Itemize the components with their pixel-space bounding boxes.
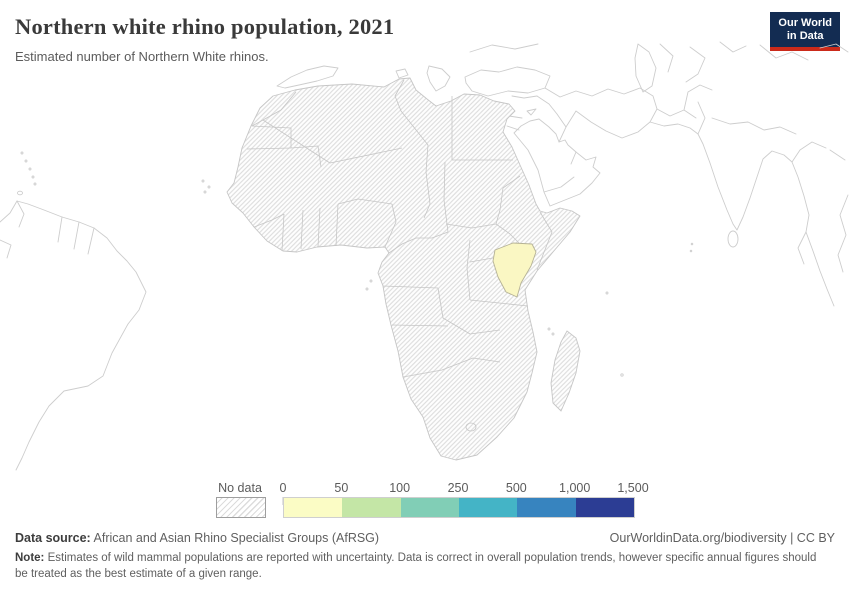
greece-outline xyxy=(426,65,451,92)
iberia-outline xyxy=(276,65,339,89)
map-legend: No data 0 50 100 250 500 1,000 1,500 xyxy=(0,472,850,522)
ocean-islands xyxy=(201,179,694,377)
legend-color-segment[interactable] xyxy=(342,498,401,517)
sri-lanka-outline xyxy=(727,230,739,248)
iraq-outline xyxy=(536,95,567,143)
south-america-coast xyxy=(0,200,147,471)
cyprus-outline xyxy=(526,108,537,116)
legend-tick-label: 50 xyxy=(334,481,349,495)
owid-logo[interactable]: Our World in Data xyxy=(770,12,840,51)
iran-outline xyxy=(544,87,658,139)
arabia-borders xyxy=(543,151,577,193)
note-text: Estimates of wild mammal populations are… xyxy=(15,552,817,581)
legend-no-data-swatch[interactable] xyxy=(216,497,266,518)
chart-subtitle: Estimated number of Northern White rhino… xyxy=(15,49,269,64)
legend-tick-labels: 0 50 100 250 500 1,000 1,500 xyxy=(279,481,649,505)
legend-color-segment[interactable] xyxy=(517,498,576,517)
owid-logo-line2: in Data xyxy=(786,30,824,42)
legend-color-segment[interactable] xyxy=(575,498,634,517)
africa-country-borders xyxy=(246,79,553,432)
madagascar-no-data-region[interactable] xyxy=(550,330,581,412)
data-source-text: African and Asian Rhino Specialist Group… xyxy=(90,531,380,545)
legend-tick-label: 0 xyxy=(279,481,287,495)
other-continents-outlines xyxy=(0,41,849,471)
legend-color-bar[interactable] xyxy=(283,497,635,518)
world-map[interactable] xyxy=(0,40,850,472)
caribbean-islands xyxy=(17,151,37,196)
legend-color-segment[interactable] xyxy=(458,498,518,517)
owid-citation-link[interactable]: OurWorldinData.org/biodiversity | CC BY xyxy=(609,531,835,545)
data-source-label: Data source: xyxy=(15,531,91,545)
note-label: Note: xyxy=(15,552,45,564)
legend-tick-label: 250 xyxy=(447,481,469,495)
legend-color-segment[interactable] xyxy=(284,498,343,517)
sicily-outline xyxy=(395,68,409,79)
africa-no-data-region[interactable] xyxy=(226,77,581,461)
central-asia-borders xyxy=(659,41,849,83)
afghanistan-pakistan-borders xyxy=(656,84,713,135)
legend-tick-label: 100 xyxy=(389,481,411,495)
southeast-asia-borders xyxy=(791,141,849,273)
kenya-region[interactable] xyxy=(492,242,537,298)
south-america-borders xyxy=(0,200,95,259)
arabia-outline xyxy=(513,118,601,207)
levant-borders xyxy=(506,95,538,131)
owid-logo-line1: Our World xyxy=(778,17,832,29)
legend-tick-label: 500 xyxy=(505,481,527,495)
legend-tick-label: 1,000 xyxy=(559,481,591,495)
note-line: Note: Estimates of wild mammal populatio… xyxy=(15,550,820,582)
himalaya-borders xyxy=(711,117,797,135)
south-asia-coast xyxy=(649,121,835,307)
caspian-sea-outline xyxy=(634,43,657,93)
chart-footer: Data source: African and Asian Rhino Spe… xyxy=(15,531,835,582)
black-sea-coast xyxy=(469,43,539,53)
page-title: Northern white rhino population, 2021 xyxy=(15,14,395,39)
legend-no-data-label: No data xyxy=(218,481,262,495)
legend-color-segment[interactable] xyxy=(400,498,459,517)
legend-tick-label: 1,500 xyxy=(617,481,649,495)
data-source-line: Data source: African and Asian Rhino Spe… xyxy=(15,531,379,545)
turkey-outline xyxy=(464,66,551,97)
